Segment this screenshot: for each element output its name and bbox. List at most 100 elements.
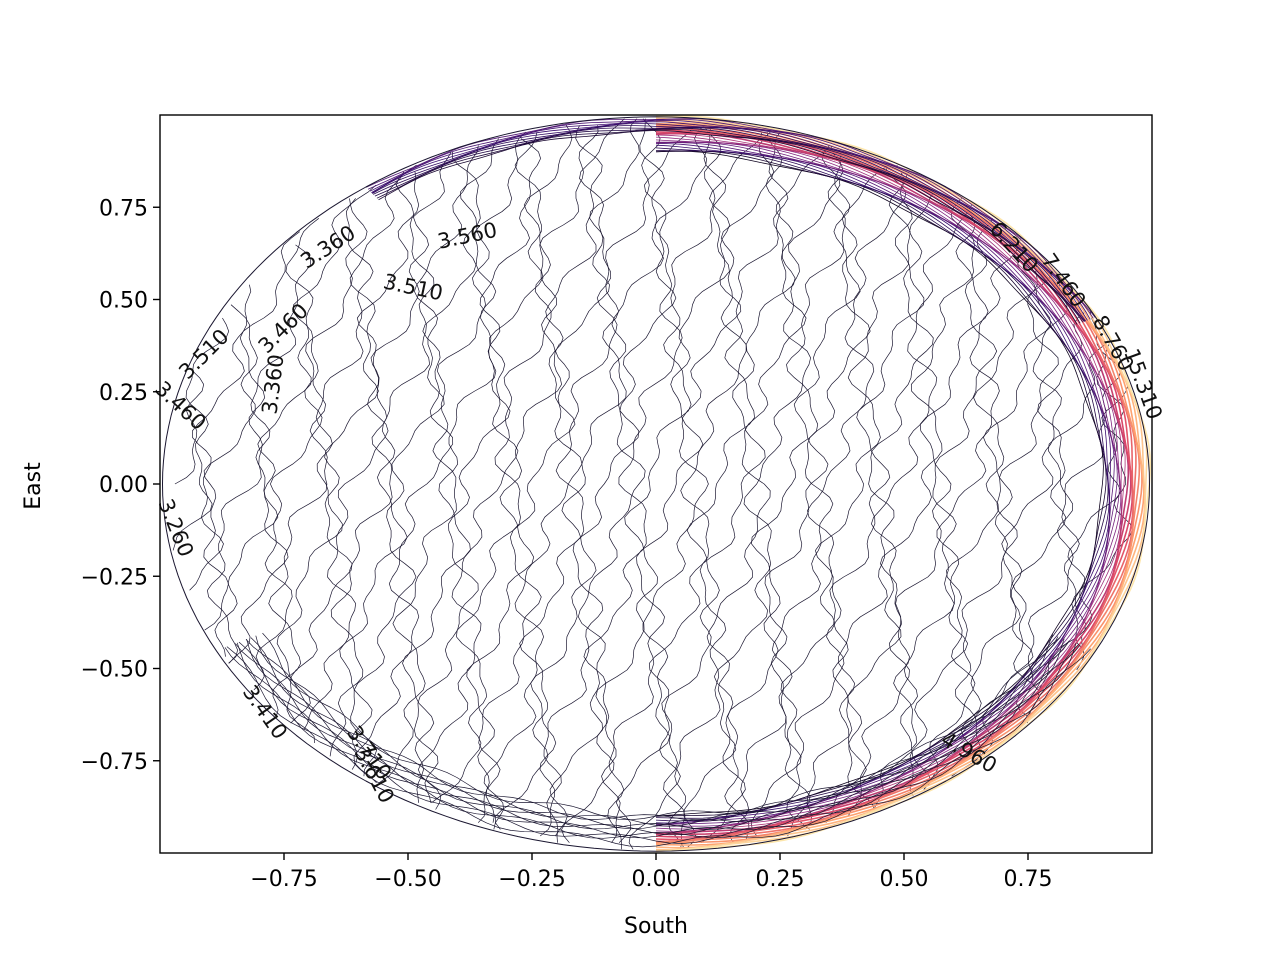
contour-line [245,637,1061,827]
y-tick-label: 0.50 [99,289,148,314]
contour-line [655,123,1143,844]
y-tick-label: 0.75 [99,196,148,221]
contour-line [724,145,846,843]
contour-line [661,131,783,850]
contour-line [786,165,911,830]
contour-line [655,139,1122,830]
contour-line [873,204,989,810]
contour-line [353,151,481,784]
contour-line [371,123,1087,322]
contour-line [543,118,665,843]
contour-line [683,145,830,850]
contour-line [655,141,1118,826]
contour-line [495,118,640,830]
contour-line [825,191,934,823]
contour-line [923,258,1039,790]
x-tick-label: −0.25 [498,867,565,892]
y-axis-label: East [21,462,46,510]
contour-line [655,143,1112,825]
contour-line [339,151,452,770]
contour-boundary [162,116,1150,852]
contour-line [286,171,405,744]
contour-line [207,231,301,664]
contour-level-label: 3.510 [174,324,233,383]
contour-line [655,141,1120,827]
contour-line [951,251,1052,777]
contour-level-label: 3.560 [435,218,499,254]
contour-line [561,125,707,843]
contour-line [628,131,775,850]
y-axis-ticks: −0.75 −0.50 −0.25 0.00 0.25 0.50 0.75 [81,196,160,775]
contour-line [417,131,544,810]
contour-line [238,641,1081,839]
contour-line [214,244,312,657]
contour-level-label: 3.460 [254,299,313,358]
contour-line [780,165,907,837]
contour-line [655,123,1141,844]
contour-line [847,198,975,817]
contour-line [655,124,1137,844]
contour-line [960,271,1059,757]
contour-line [255,634,1054,822]
contour-line [655,134,1122,834]
x-tick-label: 0.75 [1004,867,1053,892]
contour-line [224,644,1080,844]
contour-line [431,125,573,804]
contour-line [655,144,1110,824]
contour-line [253,198,356,691]
x-tick-label: −0.75 [250,867,317,892]
contour-line [246,638,1065,830]
contour-line [478,125,603,823]
contour-line [655,142,1115,826]
y-tick-label: 0.00 [99,473,148,498]
contour-line [268,198,368,717]
x-axis-ticks: −0.75 −0.50 −0.25 0.00 0.25 0.50 0.75 [250,853,1052,892]
x-tick-label: 0.50 [880,867,929,892]
x-tick-label: −0.50 [374,867,441,892]
contour-line [374,127,1084,323]
contour-line [655,150,1107,817]
contour-line [250,637,1070,830]
contour-line [367,118,1094,319]
contour-line [655,122,1145,846]
contour-line [655,136,1122,832]
contour-line [303,171,420,730]
contour-line [371,121,1088,321]
contour-lines [162,115,1152,853]
y-tick-label: 0.25 [99,381,148,406]
contour-level-label: 3.610 [349,743,398,807]
contour-line [700,145,841,843]
contour-line [1015,344,1106,717]
contour-line [228,218,320,664]
contour-line [369,119,1091,320]
contour-level-label: 3.510 [381,269,445,305]
contour-line [373,127,1085,322]
contour-line [973,284,1068,764]
contour-line [655,150,1104,817]
x-axis-label: South [624,914,688,939]
contour-line [226,646,1091,848]
x-tick-label: 0.25 [756,867,805,892]
contour-line [1011,311,1087,724]
contour-line [847,204,972,810]
x-tick-label: 0.00 [632,867,681,892]
contour-line [595,125,722,843]
contour-line [616,131,763,843]
contour-line [483,118,625,830]
contour-line [366,118,1096,318]
contour-line [372,125,1086,322]
contour-line [655,147,1110,822]
contour-line [350,145,479,777]
contour-line [378,130,1078,325]
contour-line [172,317,230,551]
contour-line [750,164,889,837]
contour-level-label: 3.360 [258,353,289,416]
contour-line [729,151,861,843]
contour-line [378,138,499,784]
contour-line [549,125,695,837]
contour-line [655,133,1126,835]
contour-line [1067,344,1125,651]
contour-line [413,138,541,803]
y-tick-label: −0.25 [81,565,148,590]
